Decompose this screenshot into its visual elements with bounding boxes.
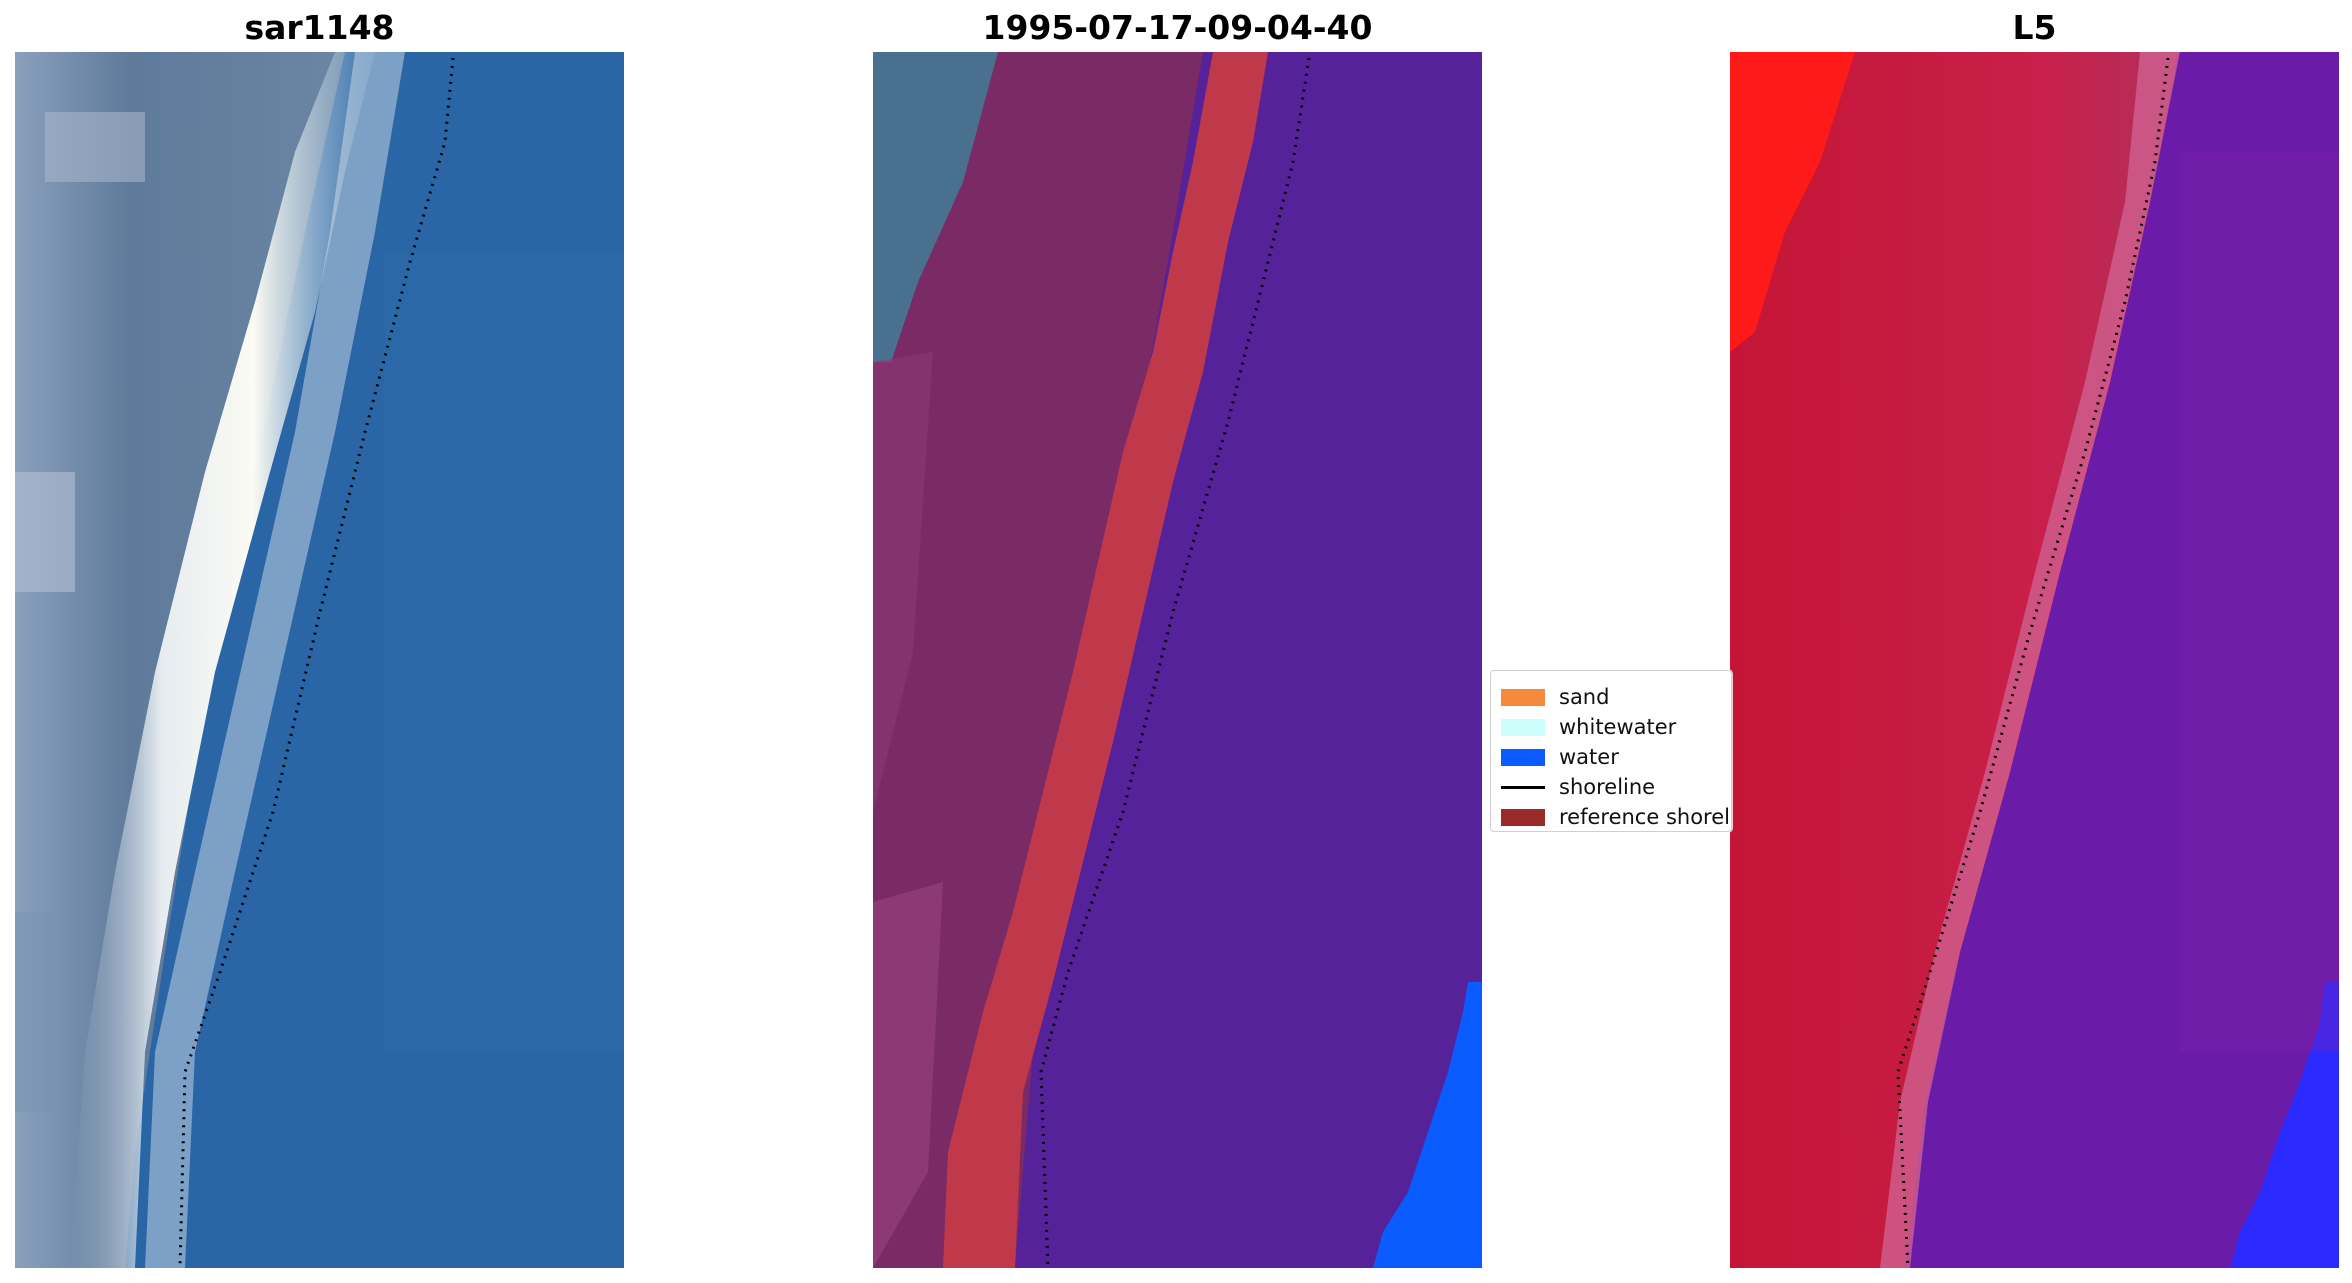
whitewater-swatch — [1501, 718, 1545, 736]
legend-label: shoreline — [1559, 775, 1656, 799]
reference-shoreline-swatch — [1501, 808, 1545, 826]
legend-label: whitewater — [1559, 715, 1677, 739]
shoreline-3 — [1896, 57, 2170, 1268]
classified-image-panel — [873, 52, 1482, 1268]
water-swatch — [1501, 748, 1545, 766]
legend-item-sand: sand — [1501, 682, 1609, 712]
rgb-image — [15, 52, 624, 1268]
legend: sand whitewater water shoreline referenc… — [1490, 670, 1732, 832]
panel-title-1: sar1148 — [244, 8, 395, 47]
classified-image — [873, 52, 1482, 1268]
legend-item-reference-shoreline: reference shoreline — [1501, 802, 1731, 831]
sand-swatch — [1501, 688, 1545, 706]
rgb-image-panel — [15, 52, 624, 1268]
legend-item-whitewater: whitewater — [1501, 712, 1676, 742]
legend-item-water: water — [1501, 742, 1619, 772]
legend-item-shoreline: shoreline — [1501, 772, 1655, 802]
panel-title-2: 1995-07-17-09-04-40 — [982, 8, 1373, 47]
index-image — [1730, 52, 2339, 1268]
legend-label: water — [1559, 745, 1619, 769]
index-image-panel — [1730, 52, 2339, 1268]
panel-title-3: L5 — [2012, 8, 2057, 47]
shoreline-line-swatch — [1501, 785, 1545, 789]
legend-label: sand — [1559, 685, 1610, 709]
legend-label: reference shoreline — [1559, 805, 1731, 829]
